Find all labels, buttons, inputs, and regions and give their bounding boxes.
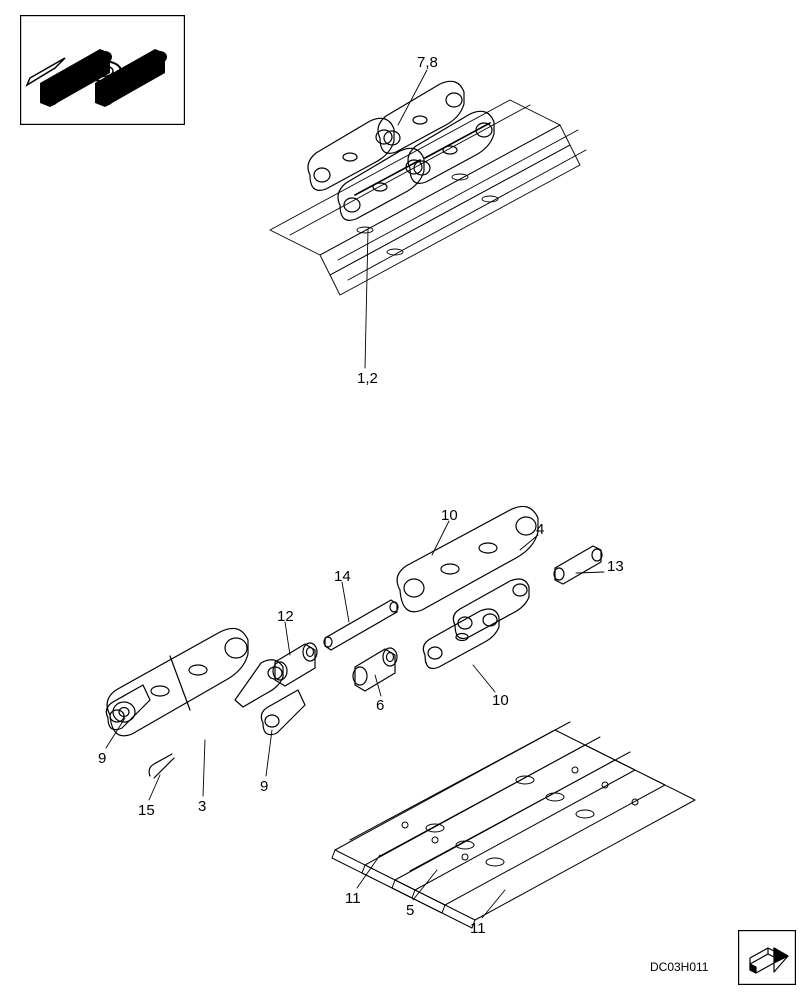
upper-assembly: [270, 81, 586, 295]
link-9-right: [235, 660, 305, 735]
callout-5: 5: [406, 902, 414, 919]
callout-7-8: 7,8: [417, 54, 438, 71]
pin-13: [554, 546, 602, 584]
callout-9a: 9: [98, 750, 106, 767]
callout-6: 6: [376, 697, 384, 714]
callout-12: 12: [277, 608, 294, 625]
exploded-diagram: [0, 0, 812, 1000]
callout-3: 3: [198, 798, 206, 815]
callout-10b: 10: [492, 692, 509, 709]
leader-lines: [106, 70, 604, 918]
bushing-6: [353, 648, 397, 691]
link-9-left: [106, 685, 150, 730]
pin-14: [324, 600, 398, 650]
callout-15: 15: [138, 802, 155, 819]
link-3: [107, 628, 248, 735]
callout-11a: 11: [345, 890, 361, 907]
callout-10a: 10: [441, 507, 458, 524]
callout-4: 4: [536, 521, 544, 538]
document-id: DC03H011: [650, 960, 708, 974]
bushing-12: [273, 643, 317, 686]
link-4: [397, 506, 538, 638]
shoe-plates: [332, 722, 695, 928]
cotter-15: [149, 754, 174, 778]
callout-1-2: 1,2: [357, 370, 378, 387]
callout-14: 14: [334, 568, 351, 585]
callout-11b: 11: [470, 920, 486, 937]
callout-13: 13: [607, 558, 624, 575]
nav-arrow-icon[interactable]: [738, 930, 796, 985]
callout-9b: 9: [260, 778, 268, 795]
